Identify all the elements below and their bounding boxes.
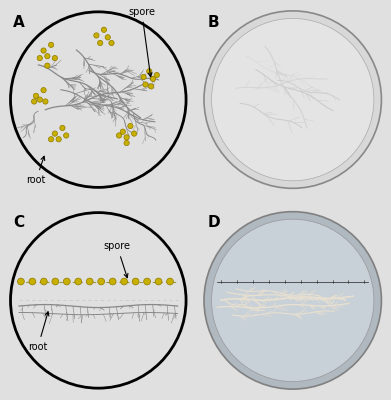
Circle shape xyxy=(37,97,42,102)
Circle shape xyxy=(98,278,104,285)
Circle shape xyxy=(63,278,70,285)
Circle shape xyxy=(109,278,116,285)
Circle shape xyxy=(141,74,146,80)
Circle shape xyxy=(131,131,137,136)
Circle shape xyxy=(40,278,47,285)
Text: D: D xyxy=(208,216,221,230)
Circle shape xyxy=(132,278,139,285)
Circle shape xyxy=(109,40,114,46)
Circle shape xyxy=(147,69,152,74)
Circle shape xyxy=(29,278,36,285)
Text: root: root xyxy=(28,312,49,352)
Circle shape xyxy=(121,278,127,285)
Circle shape xyxy=(45,54,50,59)
Circle shape xyxy=(45,63,50,68)
Circle shape xyxy=(149,84,154,89)
Circle shape xyxy=(155,278,162,285)
Circle shape xyxy=(212,219,374,382)
Circle shape xyxy=(86,278,93,285)
Circle shape xyxy=(154,72,160,78)
Circle shape xyxy=(167,278,174,285)
Circle shape xyxy=(143,82,148,87)
Circle shape xyxy=(60,125,65,130)
Circle shape xyxy=(204,212,382,389)
Circle shape xyxy=(143,278,151,285)
Circle shape xyxy=(120,129,126,134)
Circle shape xyxy=(128,123,133,129)
Circle shape xyxy=(94,33,99,38)
Circle shape xyxy=(101,27,107,32)
Circle shape xyxy=(43,99,48,104)
Circle shape xyxy=(105,35,110,40)
Circle shape xyxy=(75,278,82,285)
Circle shape xyxy=(52,131,57,136)
Circle shape xyxy=(33,93,39,98)
Circle shape xyxy=(151,76,156,82)
Circle shape xyxy=(117,133,122,138)
Text: A: A xyxy=(13,15,25,30)
Text: spore: spore xyxy=(104,241,131,278)
Circle shape xyxy=(124,135,129,140)
Text: spore: spore xyxy=(128,6,155,77)
Text: C: C xyxy=(13,216,25,230)
Circle shape xyxy=(48,42,54,48)
Circle shape xyxy=(41,88,46,93)
Circle shape xyxy=(52,56,57,61)
Circle shape xyxy=(41,48,46,53)
Circle shape xyxy=(64,133,69,138)
Circle shape xyxy=(212,18,374,181)
Circle shape xyxy=(18,278,24,285)
Circle shape xyxy=(48,137,54,142)
Circle shape xyxy=(31,99,37,104)
Circle shape xyxy=(97,40,103,46)
Text: root: root xyxy=(26,156,46,185)
Circle shape xyxy=(52,278,59,285)
Circle shape xyxy=(37,56,42,61)
Circle shape xyxy=(204,11,382,188)
Text: B: B xyxy=(208,15,219,30)
Circle shape xyxy=(56,137,61,142)
Circle shape xyxy=(124,140,129,146)
